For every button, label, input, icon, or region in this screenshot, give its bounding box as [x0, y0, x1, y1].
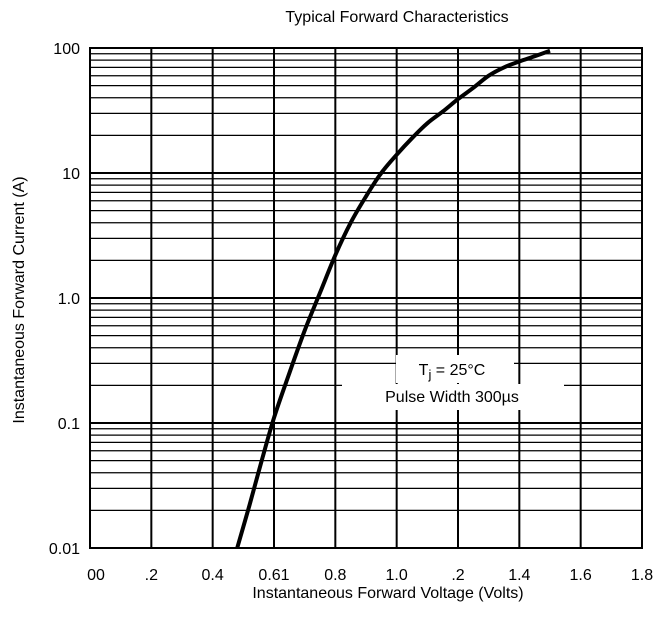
y-axis-label: Instantaneous Forward Current (A) [11, 176, 28, 423]
x-tick-label: 0.4 [202, 567, 224, 584]
y-tick-label: 0.01 [49, 541, 80, 558]
series-line [235, 48, 551, 549]
y-tick-label: 10 [62, 166, 80, 183]
x-tick-label: .2 [145, 567, 158, 584]
x-tick-label: 1.8 [631, 567, 653, 584]
x-tick-label: 0.61 [258, 567, 289, 584]
x-axis-label: Instantaneous Forward Voltage (Volts) [252, 585, 523, 602]
x-tick-label: 0.8 [324, 567, 346, 584]
pulse-width-label: Pulse Width 300µs [385, 389, 519, 406]
annotation-background [342, 384, 564, 410]
x-tick-label: .2 [451, 567, 464, 584]
plot-frame [89, 47, 643, 549]
y-tick-label: 1.0 [58, 291, 80, 308]
x-tick-labels: 00 .2 0.4 0.61 0.8 1.0 .2 1.4 1.6 1.8 [87, 567, 653, 584]
annotation-background [396, 355, 514, 383]
x-tick-label: 1.6 [570, 567, 592, 584]
chart-title: Typical Forward Characteristics [285, 9, 508, 26]
junction-temperature-label: Tj = 25°C [419, 362, 486, 382]
y-tick-label: 0.1 [58, 416, 80, 433]
x-tick-label: 1.4 [508, 567, 530, 584]
y-tick-labels: 0.01 0.1 1.0 10 100 [49, 41, 80, 558]
plot-grid [89, 47, 643, 549]
y-tick-label: 100 [53, 41, 80, 58]
conditions-annotation: Tj = 25°C Pulse Width 300µs [342, 355, 564, 410]
x-tick-label: 00 [87, 567, 105, 584]
x-tick-label: 1.0 [386, 567, 408, 584]
